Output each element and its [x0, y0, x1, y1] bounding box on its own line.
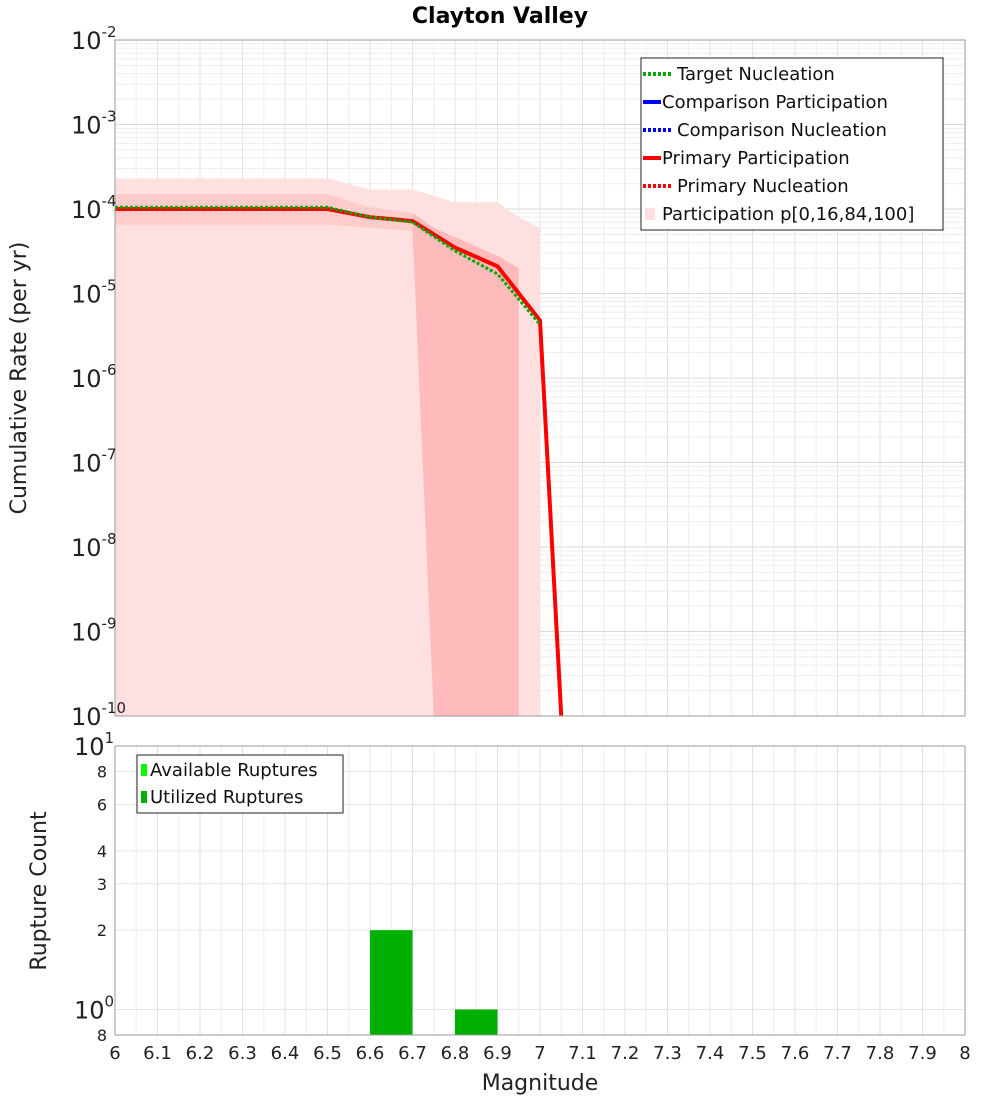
x-tick-label: 7.3	[653, 1043, 682, 1064]
rate-legend-box	[640, 57, 944, 231]
bar-utilized-ruptures	[370, 930, 413, 1035]
x-tick-label: 6.9	[483, 1043, 512, 1064]
band-inner	[115, 194, 498, 284]
x-tick-label: 6.2	[186, 1043, 215, 1064]
count-y-tick-label: 3	[97, 875, 107, 894]
count-y-tick-label: 8	[97, 1026, 107, 1045]
bar-utilized-ruptures	[455, 1009, 498, 1035]
legend-label-available-ruptures: Available Ruptures	[150, 760, 318, 781]
rate-y-tick-label: 10-10	[71, 699, 126, 731]
participation-bands	[115, 178, 540, 717]
count-y-tick-label: 8	[97, 763, 107, 782]
x-tick-label: 7.6	[781, 1043, 810, 1064]
x-tick-label: 7	[534, 1043, 545, 1064]
count-y-tick-label: 6	[97, 795, 107, 814]
x-tick-label: 7.8	[866, 1043, 895, 1064]
rate-series	[115, 205, 564, 717]
rate-legend: Target Nucleation Comparison Participatio…	[640, 57, 944, 231]
band-inner-tail	[412, 212, 519, 716]
x-tick-label: 7.5	[738, 1043, 767, 1064]
count-y-tick-label: 100	[74, 992, 114, 1024]
magnitude-x-ticks: 6 6.1 6.2 6.3 6.4 6.5 6.6 6.7 6.8 6.9 7 7.1 7.2 7.3 7.…	[109, 1043, 970, 1064]
rate-plot: 10-2 10-3 10-4 10-5 10-6 10-7 10-8 10-9 10-10 Cu…	[7, 23, 966, 731]
rate-plot-border	[114, 39, 966, 717]
rupture-bars	[370, 930, 498, 1035]
legend-swatch-participation-band	[645, 208, 655, 220]
rate-y-tick-label: 10-7	[71, 446, 117, 478]
legend-label-comparison-nucleation: Comparison Nucleation	[677, 120, 887, 141]
legend-swatch-available-ruptures	[141, 764, 147, 776]
count-y-ticks: 101 8 6 4 3 2 100 8	[74, 729, 114, 1045]
x-tick-label: 7.9	[908, 1043, 937, 1064]
x-tick-label: 6.7	[398, 1043, 427, 1064]
x-tick-label: 7.2	[611, 1043, 640, 1064]
x-tick-label: 7.1	[568, 1043, 597, 1064]
rate-y-tick-label: 10-8	[71, 530, 117, 562]
legend-label-primary-nucleation: Primary Nucleation	[677, 176, 849, 197]
count-plot-border	[114, 745, 966, 1036]
x-tick-label: 8	[959, 1043, 970, 1064]
count-y-tick-label: 4	[97, 842, 107, 861]
legend-label-participation-p-0-16-84-100: Participation p[0,16,84,100]	[662, 204, 914, 225]
x-tick-label: 6.4	[271, 1043, 300, 1064]
x-tick-label: 7.4	[696, 1043, 725, 1064]
legend-label-target-nucleation: Target Nucleation	[676, 64, 835, 85]
rate-y-tick-label: 10-9	[71, 615, 117, 647]
rate-y-axis-label: Cumulative Rate (per yr)	[7, 242, 32, 515]
chart-title: Clayton Valley	[412, 4, 588, 29]
rate-y-tick-label: 10-6	[71, 361, 117, 393]
series-target-nucleation	[115, 205, 542, 326]
count-y-axis-label: Rupture Count	[27, 811, 52, 971]
rate-y-tick-label: 10-2	[71, 23, 117, 55]
legend-label-primary-participation: Primary Participation	[662, 148, 850, 169]
legend-label-utilized-ruptures: Utilized Ruptures	[150, 787, 303, 808]
x-tick-label: 6.8	[441, 1043, 470, 1064]
count-y-tick-label: 101	[74, 729, 114, 761]
count-legend: Available Ruptures Utilized Ruptures	[136, 754, 344, 814]
rate-y-tick-label: 10-5	[71, 277, 117, 309]
x-tick-label: 6.1	[143, 1043, 172, 1064]
x-tick-label: 6	[109, 1043, 120, 1064]
count-y-tick-label: 2	[97, 921, 107, 940]
x-tick-label: 7.7	[823, 1043, 852, 1064]
legend-swatch-utilized-ruptures	[141, 791, 147, 803]
x-axis-label: Magnitude	[482, 1071, 599, 1096]
legend-label-comparison-participation: Comparison Participation	[662, 92, 888, 113]
series-primary-nucleation	[115, 207, 563, 717]
rate-y-ticks: 10-2 10-3 10-4 10-5 10-6 10-7 10-8 10-9 10-10	[71, 23, 126, 731]
count-legend-box	[136, 754, 344, 814]
x-tick-label: 6.5	[313, 1043, 342, 1064]
rate-y-tick-label: 10-3	[71, 108, 117, 140]
x-tick-label: 6.6	[356, 1043, 385, 1064]
x-tick-label: 6.3	[228, 1043, 257, 1064]
rate-y-tick-label: 10-4	[71, 192, 117, 224]
